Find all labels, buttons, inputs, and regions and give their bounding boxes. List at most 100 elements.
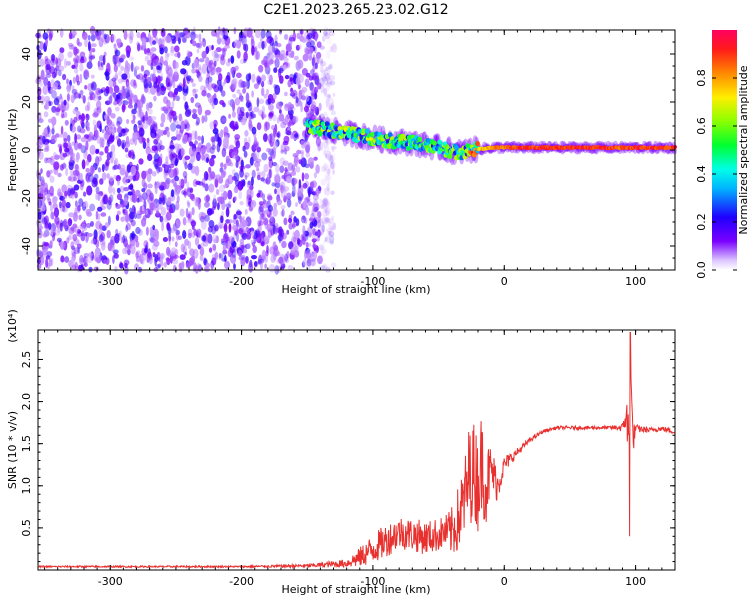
noise-speckle: [63, 142, 68, 149]
noise-speckle: [96, 109, 102, 114]
noise-speckle: [151, 73, 157, 84]
noise-speckle: [50, 211, 55, 220]
noise-speckle: [323, 26, 329, 36]
noise-speckle: [104, 146, 109, 154]
noise-speckle: [324, 209, 330, 217]
noise-speckle: [251, 126, 257, 135]
noise-speckle: [329, 63, 333, 70]
noise-speckle: [239, 201, 244, 206]
noise-speckle: [314, 32, 318, 42]
noise-speckle: [298, 159, 303, 165]
noise-speckle: [245, 101, 251, 109]
noise-speckle: [251, 90, 254, 98]
noise-speckle: [273, 202, 278, 209]
noise-speckle: [65, 61, 72, 66]
noise-speckle: [163, 261, 167, 268]
noise-speckle: [171, 76, 175, 84]
noise-speckle: [269, 37, 275, 46]
noise-speckle: [290, 133, 294, 139]
noise-speckle: [76, 243, 82, 249]
noise-speckle: [74, 133, 77, 144]
noise-speckle: [169, 80, 173, 87]
noise-speckle: [72, 108, 78, 115]
noise-speckle: [314, 62, 318, 70]
noise-speckle: [168, 168, 175, 179]
noise-speckle: [239, 168, 245, 178]
noise-speckle: [288, 217, 293, 224]
noise-speckle: [95, 156, 100, 167]
noise-speckle: [109, 95, 113, 104]
noise-speckle: [159, 184, 165, 191]
noise-speckle: [213, 84, 220, 93]
noise-speckle: [321, 224, 325, 233]
noise-speckle: [68, 42, 73, 47]
noise-speckle: [136, 163, 139, 171]
noise-speckle: [197, 135, 202, 141]
noise-speckle: [216, 37, 222, 45]
noise-speckle: [71, 141, 76, 146]
noise-speckle: [322, 208, 328, 219]
noise-speckle: [249, 156, 254, 166]
noise-speckle: [284, 145, 290, 152]
noise-speckle: [104, 222, 110, 228]
noise-speckle: [98, 95, 102, 101]
noise-speckle: [201, 146, 206, 155]
signal-track: [304, 113, 677, 166]
snr-panel: -300 -200 -100 0 100 0.5 1.0 1.5 2.0 2.5 Height …: [6, 309, 676, 596]
noise-speckle: [234, 123, 238, 131]
noise-speckle: [140, 37, 147, 43]
noise-speckle: [178, 36, 181, 45]
noise-speckle: [184, 251, 187, 256]
noise-speckle: [131, 153, 136, 160]
noise-speckle: [83, 149, 88, 160]
noise-speckle: [185, 75, 192, 82]
noise-speckle: [321, 202, 325, 210]
noise-speckle: [87, 256, 93, 264]
noise-speckle: [255, 158, 262, 163]
noise-speckle: [75, 153, 80, 163]
noise-speckle: [286, 44, 290, 50]
noise-speckle: [66, 93, 70, 102]
noise-speckle: [204, 201, 210, 208]
x-tick-label: -100: [360, 575, 385, 588]
noise-speckle: [51, 124, 55, 135]
noise-speckle: [71, 30, 77, 37]
noise-speckle: [159, 181, 165, 187]
noise-speckle: [332, 169, 335, 175]
noise-speckle: [246, 180, 252, 189]
noise-speckle: [83, 256, 87, 266]
noise-speckle: [274, 57, 280, 69]
noise-speckle: [79, 254, 84, 265]
x-tick-label: 0: [501, 575, 508, 588]
noise-speckle: [154, 256, 158, 267]
noise-speckle: [209, 67, 214, 76]
noise-speckle: [253, 83, 259, 89]
noise-speckle: [134, 235, 139, 243]
noise-speckle: [165, 155, 169, 165]
noise-speckle: [187, 133, 192, 144]
noise-speckle: [111, 77, 117, 82]
noise-speckle: [73, 116, 78, 123]
noise-speckle: [113, 164, 119, 170]
noise-speckle: [73, 92, 80, 99]
noise-speckle: [49, 203, 54, 213]
noise-speckle: [331, 153, 336, 162]
noise-speckle: [83, 202, 87, 207]
noise-speckle: [232, 78, 238, 85]
noise-speckle: [223, 35, 229, 40]
noise-speckle: [69, 170, 76, 176]
noise-speckle: [137, 73, 144, 81]
noise-speckle: [125, 62, 131, 72]
noise-speckle: [131, 204, 136, 215]
noise-speckle: [90, 34, 96, 42]
noise-speckle: [270, 214, 273, 222]
noise-speckle: [80, 233, 86, 242]
noise-speckle: [190, 153, 196, 163]
noise-speckle: [317, 219, 321, 229]
noise-speckle: [165, 77, 170, 88]
noise-speckle: [288, 37, 296, 42]
noise-speckle: [174, 182, 177, 188]
noise-speckle: [179, 254, 186, 260]
noise-speckle: [286, 130, 292, 136]
noise-speckle: [254, 50, 259, 61]
